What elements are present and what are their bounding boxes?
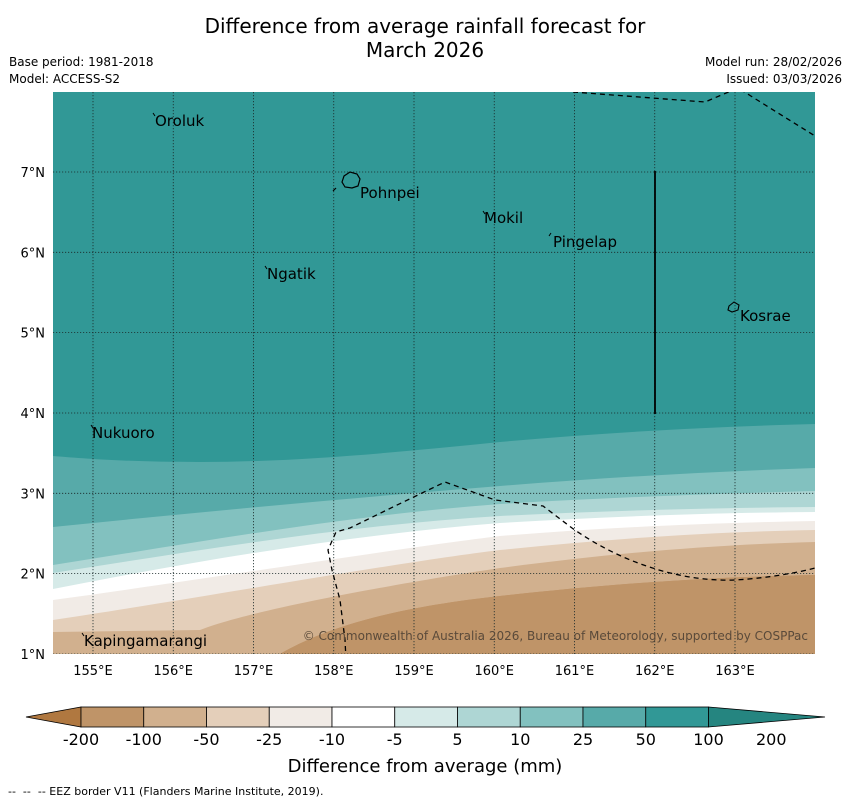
lon-tick-label: 158°E [314,664,354,679]
place-pohnpei: Pohnpei [360,184,420,202]
lon-tick-label: 159°E [394,664,434,679]
colorbar-tick-label: -200 [63,730,99,749]
colorbar-swatch [519,706,584,728]
lon-tick-label: 156°E [153,664,193,679]
colorbar [25,706,826,728]
pohnpei-island-icon [341,171,361,189]
colorbar-tick-label: 50 [636,730,656,749]
footer-note: -- -- -- EEZ border V11 (Flanders Marine… [8,785,324,798]
place-labels: Oroluk Pohnpei Mokil Pingelap Ngatik Kos… [84,112,791,650]
lat-tick-label: 7°N [21,166,46,181]
lat-tick-label: 6°N [21,246,46,261]
place-pingelap: Pingelap [553,233,617,251]
copyright-notice: © Commonwealth of Australia 2026, Bureau… [303,629,808,643]
graticule [53,92,815,654]
place-mokil: Mokil [484,209,523,227]
model-run: Model run: 28/02/2026 [704,55,842,69]
eez-border-south [327,481,815,654]
colorbar-swatch [582,706,647,728]
colorbar-swatch [268,706,333,728]
lon-tick-label: 155°E [73,664,113,679]
colorbar-tick-label: 200 [756,730,787,749]
lat-tick-label: 4°N [21,407,46,422]
lon-tick-label: 157°E [234,664,274,679]
colorbar-tick-label: -25 [256,730,282,749]
colorbar-tick-labels: -200 -100 -50 -25 -10 -5 5 10 25 50 100 200 [63,730,787,749]
chart-title-line-1: Difference from average rainfall forecas… [204,14,646,38]
eez-border-north [572,92,815,137]
colorbar-tick-label: -100 [126,730,162,749]
band-plus-200 [53,92,815,462]
meta-left: Base period: 1981-2018 Model: ACCESS-S2 [9,54,154,88]
place-kapingamarangi: Kapingamarangi [84,632,207,650]
place-oroluk: Oroluk [155,112,204,130]
colorbar-tick-label: 25 [573,730,593,749]
atoll-marks [81,112,552,637]
place-ngatik: Ngatik [267,265,316,283]
base-period: Base period: 1981-2018 [9,55,154,69]
issued-date: Issued: 03/03/2026 [726,72,842,86]
place-kosrae: Kosrae [740,307,791,325]
kosrae-island-icon [727,301,740,313]
lat-tick-label: 3°N [21,487,46,502]
colorbar-tick-label: 100 [693,730,724,749]
lon-tick-label: 162°E [635,664,675,679]
lon-tick-label: 163°E [715,664,755,679]
colorbar-tick-label: -5 [387,730,403,749]
longitude-axis: 155°E 156°E 157°E 158°E 159°E 160°E 161°E 162°E… [73,664,755,679]
eez-borders [327,92,815,654]
colorbar-tick-label: -50 [193,730,219,749]
lon-tick-label: 160°E [474,664,514,679]
latitude-axis: 7°N 6°N 5°N 4°N 3°N 2°N 1°N [21,166,46,663]
chart-title-line-2: March 2026 [365,38,485,62]
lat-tick-label: 1°N [21,648,46,663]
colorbar-swatch [80,706,145,728]
lat-tick-label: 2°N [21,568,46,583]
colorbar-swatch [394,706,458,728]
model-name: Model: ACCESS-S2 [9,72,121,86]
meta-right: Model run: 28/02/2026 Issued: 03/03/2026 [705,54,842,88]
colorbar-extend-high [708,706,826,728]
colorbar-tick-label: 10 [510,730,530,749]
map-panel: Oroluk Pohnpei Mokil Pingelap Ngatik Kos… [53,92,815,654]
colorbar-swatch [331,706,396,728]
colorbar-tick-label: -10 [319,730,345,749]
colorbar-axis-label: Difference from average (mm) [288,756,563,777]
lon-tick-label: 161°E [555,664,595,679]
colorbar-swatch [143,706,207,728]
colorbar-swatch [206,706,270,728]
colorbar-extend-low [25,706,82,728]
colorbar-swatch [645,706,709,728]
ant-atoll-icon [332,187,337,192]
colorbar-swatch [457,706,521,728]
place-nukuoro: Nukuoro [92,424,155,442]
colorbar-tick-label: 5 [452,730,462,749]
band-minus-100 [53,575,815,654]
lat-tick-label: 5°N [21,327,46,342]
